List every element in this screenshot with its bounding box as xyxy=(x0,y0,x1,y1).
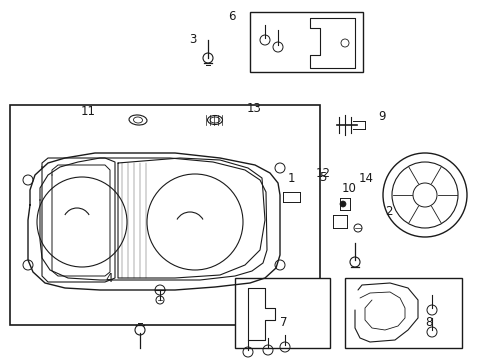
Bar xyxy=(249,12,362,72)
Bar xyxy=(235,278,329,348)
Text: 6: 6 xyxy=(227,10,235,23)
Text: 7: 7 xyxy=(279,316,286,329)
Text: 3: 3 xyxy=(188,33,196,46)
Bar xyxy=(345,278,461,348)
Text: 5: 5 xyxy=(319,171,326,184)
Text: 2: 2 xyxy=(385,205,392,218)
Text: 4: 4 xyxy=(105,273,113,285)
Bar xyxy=(10,105,319,325)
Text: 8: 8 xyxy=(425,316,432,329)
Text: 10: 10 xyxy=(341,183,355,195)
Text: 1: 1 xyxy=(287,172,295,185)
Text: 13: 13 xyxy=(246,102,262,114)
Text: 9: 9 xyxy=(377,111,385,123)
Text: 12: 12 xyxy=(315,167,330,180)
Text: 11: 11 xyxy=(81,105,96,118)
Text: 14: 14 xyxy=(358,172,373,185)
Circle shape xyxy=(339,201,346,207)
